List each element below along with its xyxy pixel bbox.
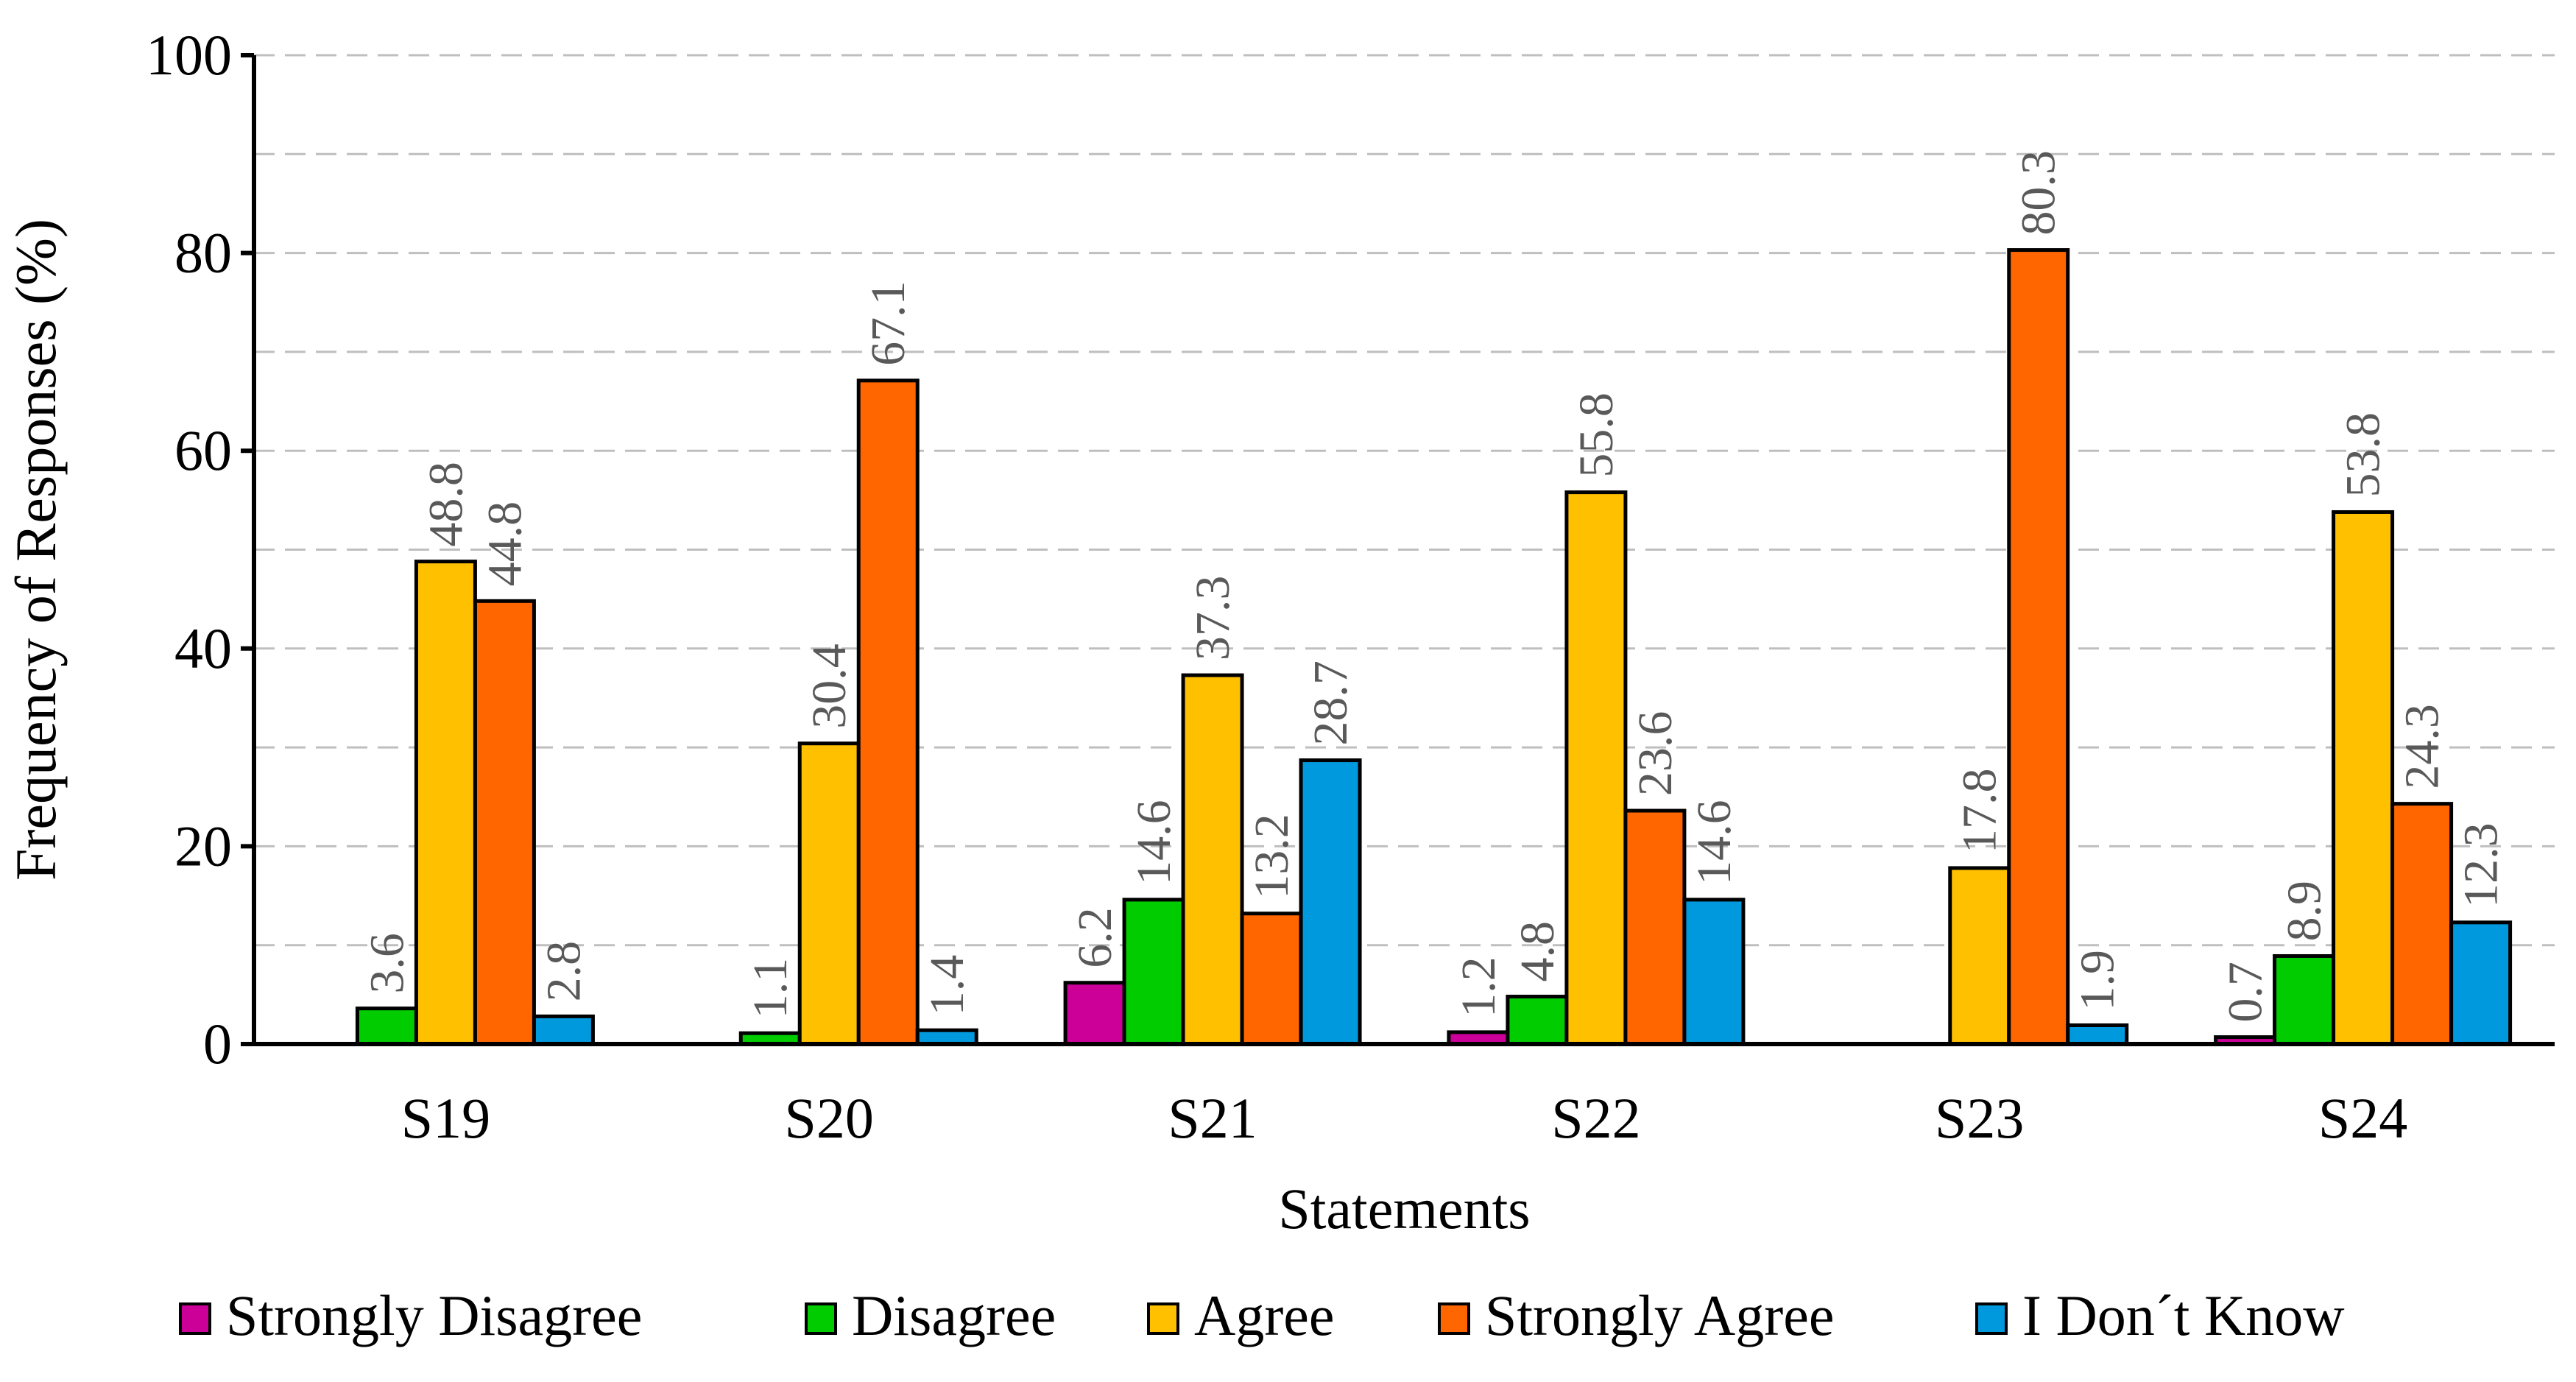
bar-s21-series-1 (1063, 981, 1126, 1046)
bar-s22-series-5 (1682, 898, 1746, 1046)
legend-swatch (1438, 1302, 1470, 1335)
data-label: 0.7 (2219, 962, 2273, 1023)
bar-s19-series-2 (355, 1006, 418, 1046)
y-tick-label: 80 (174, 221, 232, 285)
bar-s20-series-4 (856, 378, 920, 1046)
gridlines (254, 54, 2555, 947)
data-label: 30.4 (802, 644, 856, 729)
data-label: 1.2 (1452, 956, 1506, 1017)
bar-s22-series-2 (1506, 995, 1569, 1046)
bar-s21-series-2 (1122, 898, 1185, 1046)
y-tick-label: 100 (146, 23, 232, 87)
x-tick-label: S19 (401, 1086, 490, 1150)
x-axis-ticks: S19 S20 S21 S22 S23 S24 (401, 1086, 2408, 1150)
data-label: 3.6 (360, 933, 414, 994)
bar-s24-series-4 (2390, 802, 2454, 1046)
bar-s21-series-4 (1240, 912, 1303, 1046)
data-label: 12.3 (2455, 822, 2508, 908)
legend-label: Agree (1194, 1283, 1335, 1347)
y-tick-label: 20 (174, 814, 232, 878)
x-tick-label: S23 (1935, 1086, 2024, 1150)
data-label: 1.4 (920, 955, 974, 1016)
y-tick-label: 40 (174, 616, 232, 680)
data-label: 14.6 (1127, 800, 1181, 885)
data-label: 8.9 (2278, 881, 2332, 942)
data-label: 28.7 (1304, 660, 1358, 746)
bar-s23-series-4 (2007, 248, 2070, 1046)
legend-swatch (805, 1302, 837, 1335)
data-label: 2.8 (537, 941, 590, 1002)
data-label: 53.8 (2337, 412, 2390, 498)
legend-label: Disagree (852, 1283, 1056, 1347)
legend-label: I Don´t Know (2022, 1283, 2345, 1347)
x-tick-label: S21 (1168, 1086, 1257, 1150)
bar-s23-series-5 (2066, 1023, 2129, 1046)
data-label: 14.6 (1687, 800, 1741, 885)
bar-s24-series-3 (2332, 510, 2395, 1046)
bar-s22-series-4 (1623, 808, 1687, 1046)
data-label: 24.3 (2396, 704, 2449, 789)
legend-swatch (1147, 1302, 1179, 1335)
x-tick-label: S24 (2318, 1086, 2407, 1150)
bar-s24-series-5 (2449, 920, 2513, 1046)
bars (355, 248, 2513, 1046)
data-label: 17.8 (1953, 768, 2007, 853)
data-label: 48.8 (419, 462, 473, 547)
bar-s19-series-3 (414, 560, 477, 1046)
x-axis-title: Statements (1278, 1177, 1530, 1241)
data-label: 55.8 (1570, 392, 1623, 478)
legend-label: Strongly Disagree (226, 1283, 642, 1347)
data-label: 23.6 (1628, 711, 1682, 797)
y-axis-title: Frequency of Responses (%) (4, 219, 68, 881)
data-label: 1.1 (744, 958, 797, 1019)
bar-s23-series-3 (1948, 866, 2011, 1046)
bar-s24-series-2 (2273, 953, 2336, 1046)
data-label: 67.1 (861, 281, 915, 366)
y-tick-label: 60 (174, 418, 232, 482)
bar-s20-series-3 (797, 741, 861, 1046)
x-tick-label: S22 (1551, 1086, 1640, 1150)
bar-s21-series-3 (1181, 673, 1244, 1046)
x-tick-label: S20 (785, 1086, 874, 1150)
legend: Strongly Disagree Disagree Agree Strongly A… (179, 1283, 2345, 1347)
bar-s19-series-4 (473, 599, 536, 1046)
legend-label: Strongly Agree (1485, 1283, 1834, 1347)
legend-swatch (1975, 1302, 2008, 1335)
data-label: 80.3 (2012, 150, 2066, 236)
legend-swatch (179, 1302, 211, 1335)
y-axis-ticks: 0 20 40 60 80 100 (146, 23, 254, 1076)
data-label: 4.8 (1511, 921, 1564, 982)
y-tick-label: 0 (203, 1012, 232, 1076)
data-label: 13.2 (1245, 814, 1299, 899)
data-label: 6.2 (1068, 907, 1122, 968)
data-label: 1.9 (2071, 950, 2125, 1011)
data-label: 44.8 (478, 501, 532, 587)
data-labels: 3.648.8 44.82.8 1.130.467.11.46.214.637.31… (360, 150, 2508, 1023)
bar-s21-series-5 (1299, 758, 1362, 1046)
bar-s19-series-5 (532, 1014, 595, 1046)
data-label: 37.3 (1186, 576, 1240, 661)
bar-s22-series-3 (1564, 490, 1628, 1046)
